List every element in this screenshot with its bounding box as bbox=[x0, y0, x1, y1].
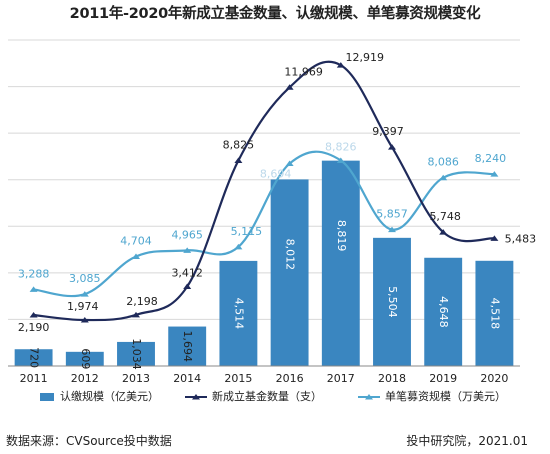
line-value-label-fund-count: 5,748 bbox=[429, 210, 461, 223]
line-value-label-fund-count: 5,483 bbox=[505, 232, 537, 245]
line-value-label-avg-raise: 4,965 bbox=[171, 228, 203, 241]
x-tick-label: 2012 bbox=[71, 372, 99, 385]
bar bbox=[270, 179, 309, 366]
x-tick-label: 2019 bbox=[429, 372, 457, 385]
bar bbox=[65, 351, 104, 366]
x-tick-label: 2013 bbox=[122, 372, 150, 385]
line-value-label-avg-raise: 3,085 bbox=[69, 272, 101, 285]
data-point-fund-count bbox=[490, 235, 499, 241]
data-point-avg-raise bbox=[490, 171, 499, 177]
line-value-label-fund-count: 9,397 bbox=[372, 125, 404, 138]
x-tick-label: 2011 bbox=[20, 372, 48, 385]
data-point-avg-raise bbox=[388, 226, 396, 233]
data-point-fund-count bbox=[132, 311, 140, 318]
data-point-avg-raise bbox=[336, 157, 345, 163]
line-value-label-avg-raise: 3,288 bbox=[18, 267, 50, 280]
legend-marker-avg-raise bbox=[365, 394, 373, 400]
data-point-avg-raise bbox=[183, 247, 192, 253]
data-point-avg-raise bbox=[439, 174, 448, 181]
line-value-label-fund-count: 3,412 bbox=[171, 267, 203, 280]
x-tick-label: 2017 bbox=[327, 372, 355, 385]
data-point-fund-count bbox=[80, 317, 89, 323]
legend-label-fund-count: 新成立基金数量（支） bbox=[212, 389, 322, 403]
data-source-note: 数据来源：CVSource投中数据 bbox=[6, 434, 172, 448]
x-tick-label: 2020 bbox=[480, 372, 508, 385]
bar-value-label: 5,504 bbox=[386, 286, 399, 318]
line-value-label-fund-count: 12,919 bbox=[346, 51, 385, 64]
chart-title: 2011年-2020年新成立基金数量、认缴规模、单笔募资规模变化 bbox=[69, 6, 481, 22]
bar bbox=[424, 257, 463, 366]
x-tick-label: 2018 bbox=[378, 372, 406, 385]
data-point-fund-count bbox=[439, 229, 448, 235]
line-value-label-avg-raise: 4,704 bbox=[120, 234, 152, 247]
series-line-fund-count bbox=[33, 60, 495, 322]
line-value-label-fund-count: 2,198 bbox=[126, 295, 158, 308]
line-value-label-fund-count: 11,969 bbox=[284, 65, 323, 78]
bar bbox=[321, 160, 360, 366]
data-point-avg-raise bbox=[234, 243, 243, 250]
legend-label-avg-raise: 单笔募资规模（万美元） bbox=[385, 389, 506, 403]
bar bbox=[475, 260, 514, 366]
bar-value-label: 4,518 bbox=[488, 298, 501, 330]
bar-value-label: 1,034 bbox=[130, 338, 143, 370]
data-point-fund-count bbox=[336, 62, 345, 68]
data-point-fund-count bbox=[285, 84, 294, 90]
chart-canvas: 720 609 1,034 1,694 4,514 8,012 8,819 5,504 4,64… bbox=[8, 39, 537, 403]
line-value-label-avg-raise: 8,086 bbox=[427, 156, 459, 169]
line-value-label-avg-raise: 5,115 bbox=[231, 225, 263, 238]
line-value-label-avg-raise: 8,240 bbox=[475, 152, 507, 165]
bar bbox=[373, 237, 411, 366]
data-point-fund-count bbox=[388, 144, 396, 150]
x-tick-label: 2014 bbox=[173, 372, 201, 385]
bar bbox=[168, 326, 207, 366]
bar-value-label: 8,012 bbox=[284, 239, 297, 271]
data-point-avg-raise bbox=[29, 286, 38, 292]
bar bbox=[219, 260, 258, 366]
x-tick-label: 2015 bbox=[224, 372, 252, 385]
data-point-avg-raise bbox=[132, 253, 140, 259]
line-value-label-fund-count: 2,190 bbox=[18, 321, 50, 334]
data-point-fund-count bbox=[29, 312, 38, 318]
bar-value-label: 720 bbox=[28, 347, 41, 368]
legend-swatch-bar bbox=[40, 393, 54, 401]
bar-value-label: 8,819 bbox=[335, 220, 348, 252]
legend-marker-fund-count bbox=[192, 394, 200, 400]
bar-value-label: 4,648 bbox=[437, 296, 450, 328]
x-tick-label: 2016 bbox=[276, 372, 304, 385]
series-line-avg-raise bbox=[33, 150, 495, 298]
bar-value-label: 609 bbox=[79, 348, 92, 369]
legend-label-bar: 认缴规模（亿美元） bbox=[60, 389, 159, 403]
data-point-fund-count bbox=[234, 157, 243, 164]
line-value-label-fund-count: 8,825 bbox=[223, 139, 255, 152]
bar bbox=[117, 341, 155, 366]
data-point-avg-raise bbox=[285, 160, 294, 167]
bar-value-label: 4,514 bbox=[232, 298, 245, 330]
line-value-label-fund-count: 1,974 bbox=[67, 300, 99, 313]
credit-note: 投中研究院，2021.01 bbox=[406, 434, 528, 448]
line-value-label-avg-raise: 8,694 bbox=[260, 168, 292, 181]
line-value-label-avg-raise: 5,857 bbox=[376, 208, 408, 221]
data-point-avg-raise bbox=[80, 291, 89, 297]
line-value-label-avg-raise: 8,826 bbox=[325, 140, 357, 153]
bar-value-label: 1,694 bbox=[181, 331, 194, 363]
bar bbox=[14, 349, 53, 366]
data-point-fund-count bbox=[183, 283, 192, 290]
